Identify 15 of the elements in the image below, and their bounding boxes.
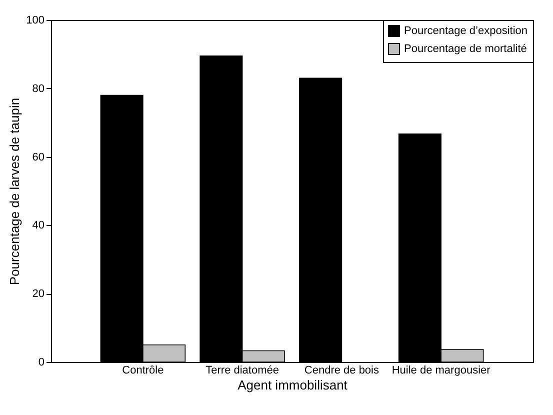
x-axis-title: Agent immobilisant bbox=[238, 378, 348, 392]
legend-label: Pourcentage d’exposition bbox=[404, 25, 528, 37]
x-tick-label: Cendre de bois bbox=[304, 364, 380, 376]
y-tick-label: 20 bbox=[32, 288, 44, 300]
legend-label: Pourcentage de mortalité bbox=[404, 43, 527, 55]
x-tick-label: Huile de margousier bbox=[392, 364, 491, 376]
y-tick-label: 0 bbox=[38, 356, 44, 368]
x-tick-label: Terre diatomée bbox=[206, 364, 279, 376]
bar bbox=[299, 78, 342, 362]
y-tick-label: 100 bbox=[26, 14, 44, 26]
x-tick-label: Contrôle bbox=[122, 364, 164, 376]
y-tick-label: 40 bbox=[32, 220, 44, 232]
y-tick-label: 80 bbox=[32, 82, 44, 95]
y-axis-title: Pourcentage de larves de taupin bbox=[7, 98, 22, 286]
y-tick-label: 60 bbox=[32, 151, 44, 164]
